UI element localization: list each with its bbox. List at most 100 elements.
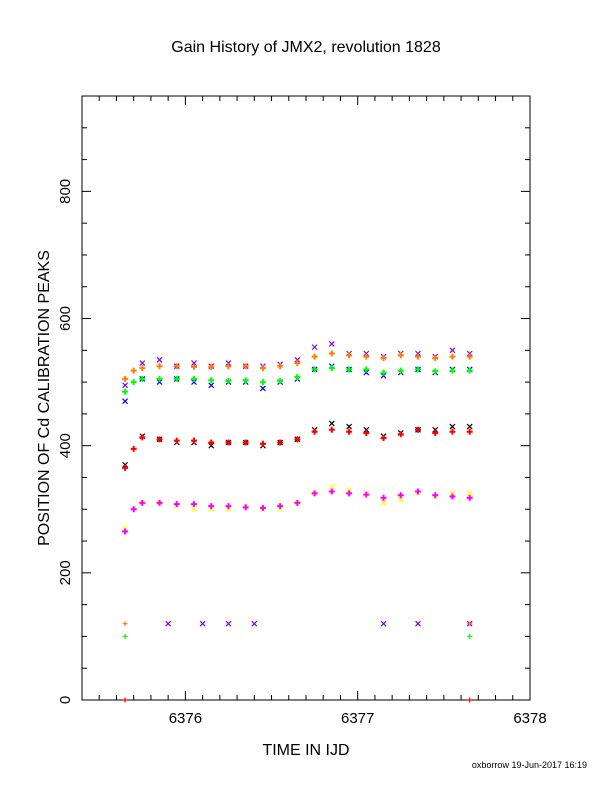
footer-stamp: oxborrow 19-Jun-2017 16:19 (472, 760, 587, 770)
data-point (363, 491, 370, 498)
series-fit (122, 350, 473, 382)
data-point (156, 379, 163, 386)
series-fit (122, 426, 473, 471)
data-point (397, 492, 404, 499)
x-axis-tick-labels: 6376 6377 6378 (169, 710, 547, 727)
data-point (122, 375, 129, 382)
data-point (311, 428, 318, 435)
data-point (467, 621, 473, 627)
data-point (130, 367, 137, 374)
data-point (380, 620, 387, 627)
data-point (449, 353, 456, 360)
data-point (432, 429, 439, 436)
data-point (259, 379, 266, 386)
data-point (415, 426, 421, 433)
data-point (225, 506, 232, 513)
data-point (466, 350, 473, 357)
data-point (328, 488, 335, 495)
data-point (328, 341, 335, 347)
data-point (225, 503, 232, 510)
data-point (363, 369, 370, 376)
data-point (363, 366, 370, 373)
data-point (328, 426, 335, 433)
data-point (466, 353, 473, 360)
data-point (225, 363, 232, 370)
data-point (432, 368, 439, 375)
series-reference (165, 620, 473, 627)
data-point (173, 375, 180, 382)
x-tick-label: 6378 (513, 710, 546, 727)
data-point (173, 363, 180, 370)
data-point (208, 506, 215, 513)
data-point (259, 440, 266, 447)
data-point (156, 375, 163, 382)
data-points (122, 341, 473, 703)
data-point (191, 360, 197, 366)
data-point (277, 439, 284, 446)
data-point (139, 365, 146, 372)
data-point (191, 379, 197, 386)
y-tick-label: 400 (57, 433, 74, 458)
data-point (242, 504, 249, 511)
data-point (415, 353, 421, 360)
data-point (156, 363, 163, 370)
data-point (449, 423, 456, 430)
data-point (225, 360, 232, 366)
data-point (311, 353, 318, 360)
data-point (363, 426, 370, 433)
data-point (449, 347, 456, 354)
plot-area-frame (81, 95, 531, 701)
data-point (346, 428, 353, 435)
y-axis-tick-labels: 0 200 400 600 800 (57, 179, 74, 704)
data-point (191, 501, 197, 508)
data-point (191, 375, 197, 382)
data-point (294, 436, 301, 443)
data-point (208, 442, 215, 449)
data-point (363, 429, 370, 436)
data-point (467, 633, 473, 639)
data-point (328, 350, 335, 357)
data-point (225, 439, 232, 446)
data-point (191, 506, 197, 513)
data-point (449, 428, 456, 435)
data-point (294, 374, 301, 381)
data-point (467, 697, 473, 703)
data-point (259, 504, 266, 511)
data-point (242, 363, 249, 370)
data-point (191, 363, 197, 370)
data-point (251, 620, 258, 627)
data-point (449, 493, 456, 500)
data-point (277, 363, 284, 370)
data-point (415, 350, 421, 357)
data-point (208, 503, 215, 510)
data-point (130, 506, 137, 513)
data-point (432, 426, 439, 433)
x-tick-label: 6376 (169, 710, 202, 727)
data-point (294, 360, 301, 367)
data-point (242, 439, 249, 446)
data-point (311, 344, 318, 351)
data-point (397, 496, 404, 503)
data-point (122, 382, 129, 389)
data-point (122, 464, 129, 471)
data-point (156, 356, 163, 363)
data-point (139, 360, 146, 366)
data-point (466, 367, 473, 374)
data-point (466, 490, 473, 497)
data-point (449, 367, 456, 374)
axis-ticks (81, 95, 531, 701)
y-tick-label: 0 (57, 696, 74, 704)
series-reference (122, 697, 473, 703)
data-point (397, 367, 404, 374)
data-point (139, 375, 146, 382)
data-point (449, 490, 456, 497)
data-point (122, 461, 129, 468)
data-point (130, 379, 137, 386)
series-reference (122, 633, 473, 639)
data-point (346, 352, 353, 359)
data-point (122, 633, 128, 639)
y-tick-label: 200 (57, 560, 74, 585)
data-point (139, 434, 146, 441)
data-point (208, 363, 215, 370)
data-point (311, 490, 318, 497)
